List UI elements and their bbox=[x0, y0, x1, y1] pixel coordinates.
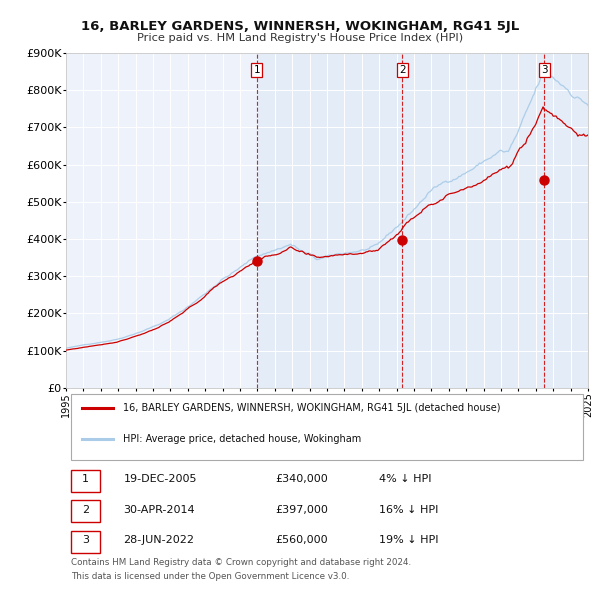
Text: 30-APR-2014: 30-APR-2014 bbox=[124, 504, 195, 514]
Text: 16% ↓ HPI: 16% ↓ HPI bbox=[379, 504, 439, 514]
Text: This data is licensed under the Open Government Licence v3.0.: This data is licensed under the Open Gov… bbox=[71, 572, 350, 581]
Text: 4% ↓ HPI: 4% ↓ HPI bbox=[379, 474, 432, 484]
Text: 16, BARLEY GARDENS, WINNERSH, WOKINGHAM, RG41 5JL (detached house): 16, BARLEY GARDENS, WINNERSH, WOKINGHAM,… bbox=[124, 403, 501, 413]
FancyBboxPatch shape bbox=[71, 470, 100, 491]
Text: 2: 2 bbox=[82, 504, 89, 514]
FancyBboxPatch shape bbox=[71, 500, 100, 522]
Text: 28-JUN-2022: 28-JUN-2022 bbox=[124, 535, 194, 545]
Text: 19% ↓ HPI: 19% ↓ HPI bbox=[379, 535, 439, 545]
Text: £560,000: £560,000 bbox=[275, 535, 328, 545]
Text: 3: 3 bbox=[82, 535, 89, 545]
Bar bbox=[544, 53, 588, 388]
Text: 2: 2 bbox=[399, 65, 406, 75]
Bar bbox=[403, 53, 544, 388]
Text: 19-DEC-2005: 19-DEC-2005 bbox=[124, 474, 197, 484]
Text: £397,000: £397,000 bbox=[275, 504, 328, 514]
Text: 3: 3 bbox=[541, 65, 548, 75]
FancyBboxPatch shape bbox=[71, 394, 583, 460]
FancyBboxPatch shape bbox=[71, 530, 100, 552]
Text: Price paid vs. HM Land Registry's House Price Index (HPI): Price paid vs. HM Land Registry's House … bbox=[137, 34, 463, 43]
Text: HPI: Average price, detached house, Wokingham: HPI: Average price, detached house, Woki… bbox=[124, 434, 362, 444]
Text: £340,000: £340,000 bbox=[275, 474, 328, 484]
Text: 16, BARLEY GARDENS, WINNERSH, WOKINGHAM, RG41 5JL: 16, BARLEY GARDENS, WINNERSH, WOKINGHAM,… bbox=[81, 20, 519, 33]
Bar bbox=[257, 53, 403, 388]
Text: Contains HM Land Registry data © Crown copyright and database right 2024.: Contains HM Land Registry data © Crown c… bbox=[71, 558, 412, 566]
Text: 1: 1 bbox=[82, 474, 89, 484]
Text: 1: 1 bbox=[254, 65, 260, 75]
